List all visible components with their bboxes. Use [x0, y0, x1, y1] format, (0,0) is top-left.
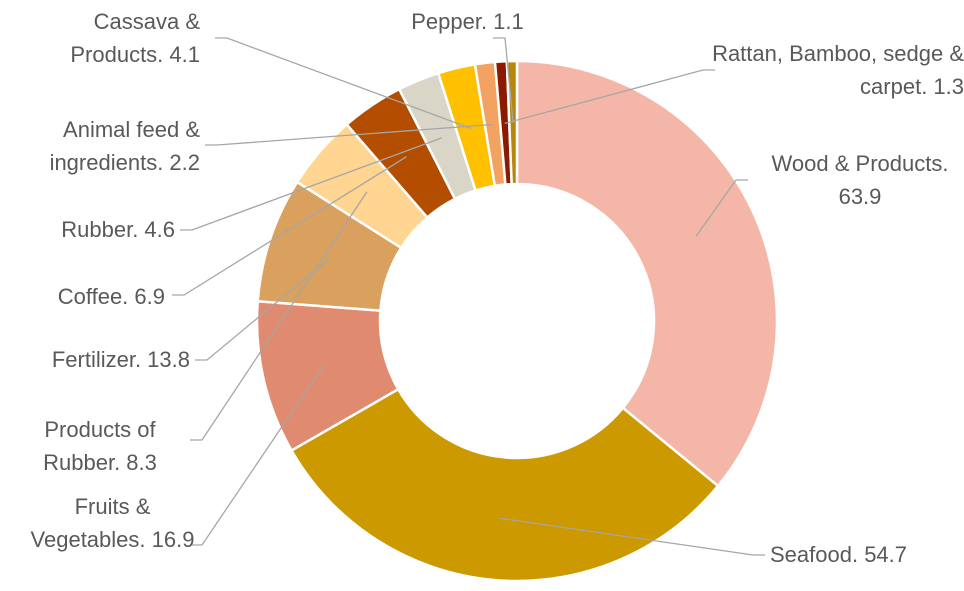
slice	[289, 387, 720, 583]
data-label: Wood & Products. 63.9	[771, 151, 949, 209]
leader-line	[190, 191, 368, 441]
leader-line	[500, 517, 765, 556]
leader-line	[180, 137, 443, 231]
data-label: Fertilizer. 13.8	[51, 347, 190, 372]
data-label: Rattan, Bamboo, sedge & carpet. 1.3	[712, 41, 964, 99]
data-label: Pepper. 1.1	[411, 9, 524, 34]
leader-line	[493, 37, 514, 124]
leader-line	[504, 69, 715, 125]
data-label: Cassava & Products. 4.1	[70, 9, 200, 67]
data-label: Fruits & Vegetables. 16.9	[30, 494, 195, 552]
data-label: Coffee. 6.9	[57, 284, 165, 309]
leader-line	[195, 258, 330, 361]
slice	[515, 59, 779, 488]
data-label: Animal feed & ingredients. 2.2	[49, 117, 200, 175]
leader-line	[695, 179, 748, 237]
leader-line	[205, 123, 493, 146]
leader-line	[190, 364, 325, 546]
data-label: Products of Rubber. 8.3	[43, 417, 157, 475]
leader-line	[215, 37, 472, 130]
leader-line	[172, 156, 407, 296]
data-label: Seafood. 54.7	[770, 542, 908, 567]
slice	[505, 59, 519, 186]
data-label: Rubber. 4.6	[61, 217, 175, 242]
